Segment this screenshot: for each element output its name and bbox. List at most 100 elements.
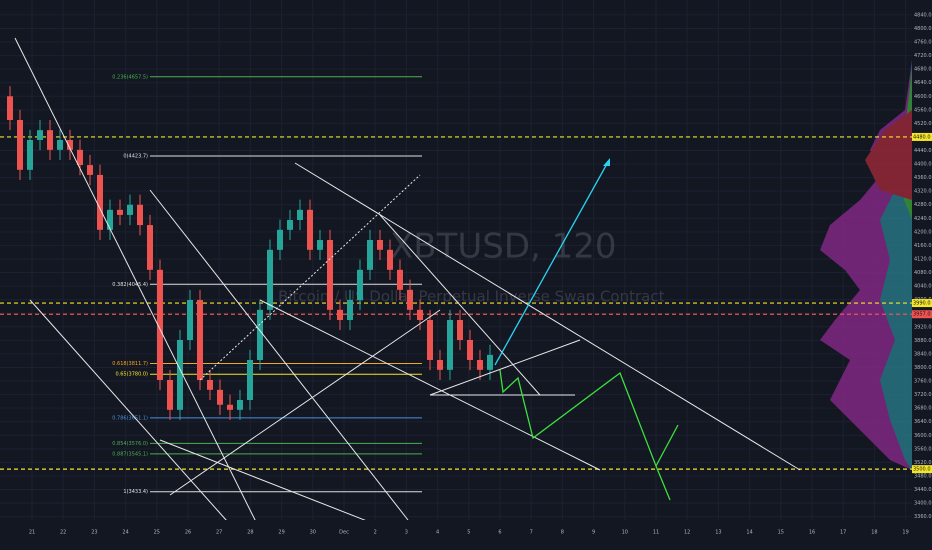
trend-line xyxy=(29,299,236,531)
y-tick-label: 3520.0 xyxy=(914,460,932,466)
trend-line xyxy=(14,37,266,541)
trend-line xyxy=(159,439,391,531)
y-tick-label: 3840.0 xyxy=(914,351,932,357)
trend-line xyxy=(259,299,601,471)
price-level-label: 3957.0 xyxy=(913,312,931,318)
fib-label: 0.854(3576.0) xyxy=(112,441,148,447)
x-tick-label: 26 xyxy=(185,530,191,536)
x-tick-label: 29 xyxy=(278,530,284,536)
candle-body xyxy=(57,140,63,150)
candle-body xyxy=(337,309,343,320)
candle-body xyxy=(47,130,53,150)
x-tick-label: 28 xyxy=(247,530,253,536)
candle-body xyxy=(127,204,133,215)
y-tick-label: 4040.0 xyxy=(914,284,932,290)
x-tick-label: 5 xyxy=(467,530,470,536)
y-tick-label: 4680.0 xyxy=(914,67,932,73)
candle-body xyxy=(487,354,493,370)
watermark-subtitle: Bitcoin / US Dollar Perpetual Inverse Sw… xyxy=(278,288,665,306)
x-tick-label: 24 xyxy=(122,530,128,536)
y-tick-label: 4760.0 xyxy=(914,40,932,46)
fib-label: 0.65(3780.0) xyxy=(115,372,148,378)
candle-body xyxy=(267,249,273,310)
x-tick-label: 9 xyxy=(592,530,595,536)
y-tick-label: 4200.0 xyxy=(914,229,932,235)
candle-body xyxy=(67,140,73,150)
y-tick-label: 3720.0 xyxy=(914,392,932,398)
y-tick-label: 3880.0 xyxy=(914,338,932,344)
y-tick-label: 3360.0 xyxy=(914,514,932,520)
candle-body xyxy=(217,389,223,405)
candle-body xyxy=(87,165,93,175)
candle-body xyxy=(387,249,393,270)
x-tick-label: 12 xyxy=(684,530,690,536)
candle-body xyxy=(397,269,403,290)
trend-line xyxy=(149,189,409,521)
y-tick-label: 4080.0 xyxy=(914,270,932,276)
candle-body xyxy=(327,240,333,310)
price-level-label: 3500.0 xyxy=(913,467,931,473)
y-tick-label: 4520.0 xyxy=(914,121,932,127)
y-tick-label: 3760.0 xyxy=(914,379,932,385)
y-tick-label: 3920.0 xyxy=(914,324,932,330)
candle-body xyxy=(37,130,43,140)
candle-body xyxy=(457,320,463,340)
time-panel xyxy=(0,520,932,550)
candle-body xyxy=(467,340,473,360)
y-tick-label: 4240.0 xyxy=(914,216,932,222)
candle-body xyxy=(287,220,293,230)
candle-body xyxy=(417,309,423,320)
y-tick-label: 4720.0 xyxy=(914,53,932,59)
candle-body xyxy=(17,120,23,170)
y-tick-label: 4800.0 xyxy=(914,26,932,32)
price-level-tag xyxy=(912,465,932,474)
x-tick-label: 14 xyxy=(746,530,752,536)
projection-arrows xyxy=(494,158,679,501)
x-tick-label: 11 xyxy=(653,530,659,536)
fib-label: 0.382(4045.4) xyxy=(112,282,148,288)
trend-line xyxy=(429,339,581,396)
candle-body xyxy=(227,404,233,410)
y-tick-label: 3680.0 xyxy=(914,406,932,412)
arrow xyxy=(494,161,609,366)
y-tick-label: 3560.0 xyxy=(914,446,932,452)
x-tick-label: 10 xyxy=(622,530,628,536)
price-level-tag xyxy=(912,132,932,141)
price-level-label: 3990.0 xyxy=(913,301,931,307)
x-tick-label: 7 xyxy=(530,530,533,536)
candle-body xyxy=(97,174,103,230)
candle-body xyxy=(177,340,183,410)
x-tick-label: 27 xyxy=(216,530,222,536)
candles xyxy=(7,86,493,420)
x-tick-label: 18 xyxy=(871,530,877,536)
x-tick-label: 19 xyxy=(902,530,908,536)
candle-body xyxy=(317,240,323,250)
y-tick-label: 4600.0 xyxy=(914,94,932,100)
price-level-label: 4480.0 xyxy=(913,134,931,140)
trend-line xyxy=(379,214,541,396)
candle-body xyxy=(237,400,243,410)
x-tick-label: 22 xyxy=(60,530,66,536)
x-tick-label: 16 xyxy=(809,530,815,536)
fib-label: 0(4423.7) xyxy=(123,154,148,160)
fib-label: 0.786(3651.1) xyxy=(112,415,148,421)
candle-body xyxy=(447,320,453,370)
y-tick-label: 4280.0 xyxy=(914,202,932,208)
candle-body xyxy=(257,309,263,360)
candle-body xyxy=(107,209,113,230)
candle-body xyxy=(437,360,443,370)
x-tick-label: 13 xyxy=(715,530,721,536)
y-tick-label: 4360.0 xyxy=(914,175,932,181)
y-tick-label: 4160.0 xyxy=(914,243,932,249)
x-tick-label: 4 xyxy=(436,530,439,536)
y-tick-label: 3800.0 xyxy=(914,365,932,371)
y-tick-label: 4440.0 xyxy=(914,148,932,154)
candle-body xyxy=(117,209,123,215)
candle-body xyxy=(207,380,213,390)
candle-body xyxy=(357,269,363,300)
candle-body xyxy=(147,225,153,270)
x-tick-label: 8 xyxy=(561,530,564,536)
candle-body xyxy=(157,269,163,380)
